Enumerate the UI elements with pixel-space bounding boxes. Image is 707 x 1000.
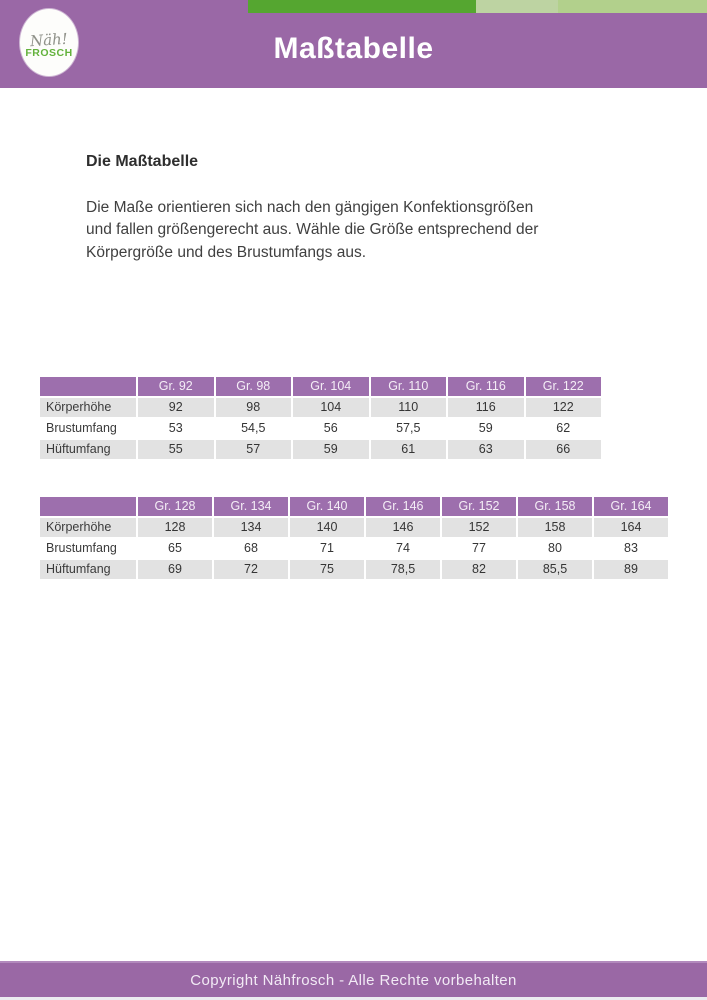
header-accent-bar-light-green-b bbox=[558, 0, 707, 13]
table-value-cell: 77 bbox=[442, 539, 516, 558]
table-value-cell: 128 bbox=[138, 518, 212, 537]
header-accent-bar-light-green-a bbox=[476, 0, 558, 13]
table-value-cell: 104 bbox=[293, 398, 369, 417]
table-value-cell: 65 bbox=[138, 539, 212, 558]
table-size-header: Gr. 146 bbox=[366, 497, 440, 516]
bottom-edge-strip bbox=[0, 997, 707, 1000]
table-value-cell: 68 bbox=[214, 539, 288, 558]
table-corner-cell bbox=[40, 497, 136, 516]
table-value-cell: 72 bbox=[214, 560, 288, 579]
logo-brand-text: FROSCH bbox=[25, 46, 73, 59]
table-size-header: Gr. 98 bbox=[215, 377, 291, 396]
table-value-cell: 82 bbox=[442, 560, 516, 579]
table-size-header: Gr. 92 bbox=[138, 377, 214, 396]
table-value-cell: 92 bbox=[138, 398, 214, 417]
table-value-cell: 85,5 bbox=[518, 560, 592, 579]
table-value-cell: 56 bbox=[293, 419, 369, 438]
table-value-cell: 53 bbox=[138, 419, 214, 438]
table-value-cell: 164 bbox=[594, 518, 668, 537]
table-value-cell: 59 bbox=[293, 440, 369, 459]
table-value-cell: 69 bbox=[138, 560, 212, 579]
table-value-cell: 158 bbox=[518, 518, 592, 537]
table-size-header: Gr. 104 bbox=[293, 377, 369, 396]
table-size-header: Gr. 116 bbox=[448, 377, 524, 396]
table-value-cell: 83 bbox=[594, 539, 668, 558]
table-corner-cell bbox=[40, 377, 136, 396]
table-value-cell: 62 bbox=[525, 419, 601, 438]
table-value-cell: 80 bbox=[518, 539, 592, 558]
table-value-cell: 75 bbox=[290, 560, 364, 579]
size-table-large-sizes: Gr. 128 Gr. 134 Gr. 140 Gr. 146 Gr. 152 Gr. 1… bbox=[40, 497, 668, 579]
table-row-label: Hüftumfang bbox=[40, 440, 136, 459]
size-table-small-sizes: Gr. 92 Gr. 98 Gr. 104 Gr. 110 Gr. 116 Gr. 122… bbox=[40, 377, 601, 459]
table-row-label: Brustumfang bbox=[40, 419, 136, 438]
table-value-cell: 71 bbox=[290, 539, 364, 558]
table-value-cell: 63 bbox=[448, 440, 524, 459]
table-size-header: Gr. 122 bbox=[525, 377, 601, 396]
table-row-label: Körperhöhe bbox=[40, 398, 136, 417]
table-value-cell: 54,5 bbox=[215, 419, 291, 438]
section-heading: Die Maßtabelle bbox=[86, 153, 199, 170]
table-size-header: Gr. 134 bbox=[214, 497, 288, 516]
header-accent-bar-dark-green bbox=[248, 0, 476, 13]
table-value-cell: 66 bbox=[525, 440, 601, 459]
table-size-header: Gr. 110 bbox=[370, 377, 446, 396]
table-size-header: Gr. 152 bbox=[442, 497, 516, 516]
table-value-cell: 61 bbox=[370, 440, 446, 459]
naehfrosch-logo: Näh! FROSCH bbox=[20, 9, 78, 76]
table-value-cell: 89 bbox=[594, 560, 668, 579]
table-value-cell: 122 bbox=[525, 398, 601, 417]
page-header: Näh! FROSCH Maßtabelle bbox=[0, 0, 707, 88]
table-value-cell: 110 bbox=[370, 398, 446, 417]
table-value-cell: 57,5 bbox=[370, 419, 446, 438]
page-title: Maßtabelle bbox=[273, 32, 434, 65]
table-row-label: Körperhöhe bbox=[40, 518, 136, 537]
table-value-cell: 134 bbox=[214, 518, 288, 537]
table-size-header: Gr. 164 bbox=[594, 497, 668, 516]
table-value-cell: 140 bbox=[290, 518, 364, 537]
table-value-cell: 55 bbox=[138, 440, 214, 459]
table-value-cell: 146 bbox=[366, 518, 440, 537]
table-value-cell: 57 bbox=[215, 440, 291, 459]
table-value-cell: 152 bbox=[442, 518, 516, 537]
table-row-label: Hüftumfang bbox=[40, 560, 136, 579]
table-value-cell: 98 bbox=[215, 398, 291, 417]
page-footer: Copyright Nähfrosch - Alle Rechte vorbeh… bbox=[0, 961, 707, 997]
table-value-cell: 74 bbox=[366, 539, 440, 558]
table-value-cell: 78,5 bbox=[366, 560, 440, 579]
copyright-text: Copyright Nähfrosch - Alle Rechte vorbeh… bbox=[190, 971, 517, 989]
table-value-cell: 59 bbox=[448, 419, 524, 438]
intro-paragraph: Die Maße orientieren sich nach den gängi… bbox=[86, 199, 539, 261]
table-size-header: Gr. 158 bbox=[518, 497, 592, 516]
table-size-header: Gr. 140 bbox=[290, 497, 364, 516]
table-size-header: Gr. 128 bbox=[138, 497, 212, 516]
table-value-cell: 116 bbox=[448, 398, 524, 417]
table-row-label: Brustumfang bbox=[40, 539, 136, 558]
